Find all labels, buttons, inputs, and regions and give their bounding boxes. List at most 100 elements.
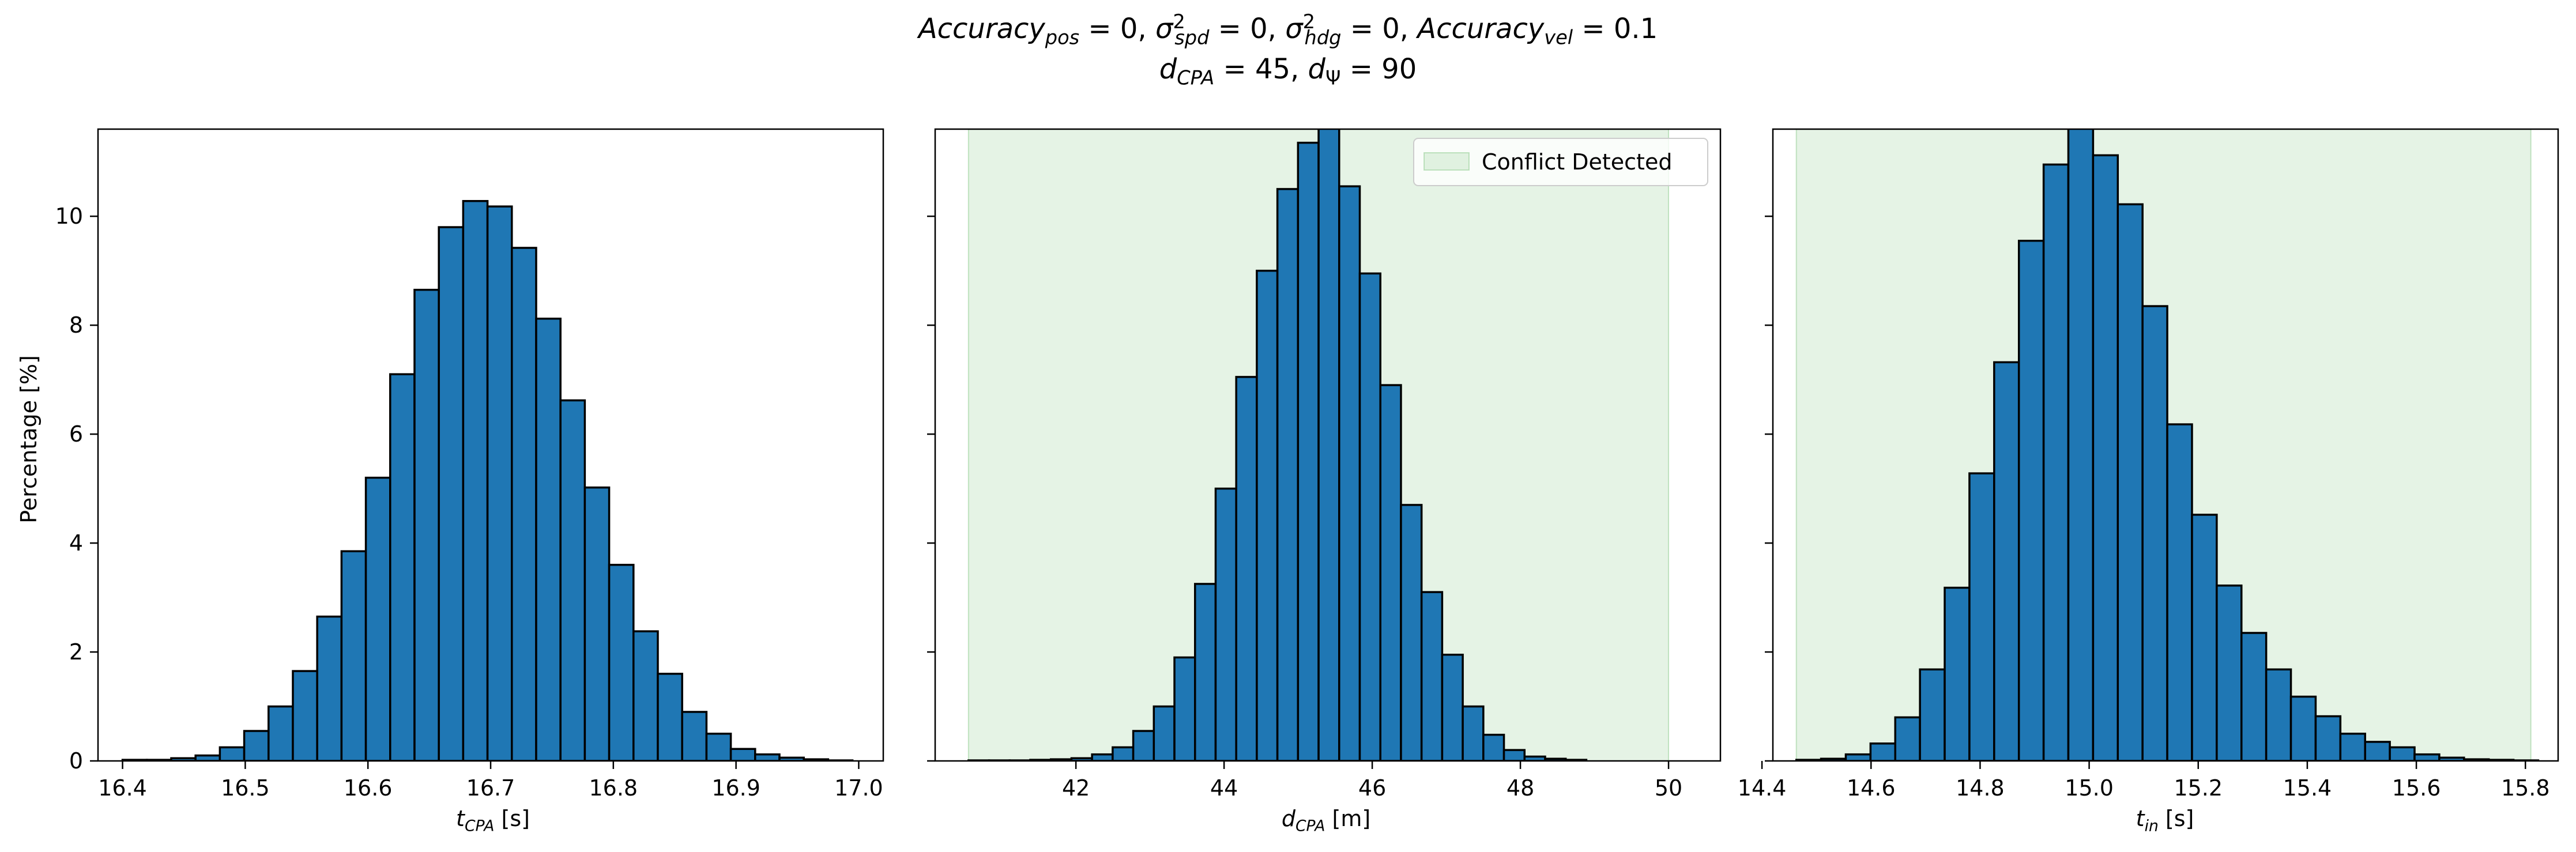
histogram-bar (2116, 203, 2144, 761)
histogram-bar (413, 288, 440, 761)
x-axis-label-1-sub: CPA (464, 817, 495, 835)
x-axis-label-1-var: t (456, 806, 465, 831)
histogram-bar (292, 670, 318, 761)
histogram-bar (2166, 423, 2193, 761)
histogram-bar (1173, 656, 1196, 761)
histogram-bar (1317, 129, 1340, 761)
legend-box (1413, 138, 1708, 186)
y-tick-label: 4 (69, 530, 83, 556)
histogram-bar (1091, 753, 1114, 761)
title-accuracy-pos-label: Accuracy (918, 13, 1045, 45)
x-tick-label: 15.2 (2174, 775, 2223, 801)
histogram-bar (364, 476, 391, 761)
histogram-bar (2191, 514, 2218, 761)
histogram-bar (1968, 472, 1995, 761)
x-axis-label-2-var: d (1281, 806, 1295, 831)
histogram-bar (2240, 632, 2268, 761)
histogram-bar (535, 318, 562, 761)
x-tick-label: 48 (1507, 775, 1534, 801)
title-accuracy-pos-value: = 0, (1079, 13, 1155, 45)
title-dpsi-sub: Ψ (1325, 66, 1341, 89)
x-tick-label: 44 (1210, 775, 1238, 801)
histogram-bar (754, 753, 781, 761)
histogram-bar (1276, 188, 1300, 761)
x-axis-label-3-sub: in (2144, 817, 2159, 835)
histogram-bar (1214, 487, 1237, 761)
x-tick-label: 15.0 (2065, 775, 2114, 801)
axes-frame-3 (1772, 128, 2559, 762)
x-tick-label: 15.8 (2501, 775, 2550, 801)
histogram-bar (1256, 269, 1279, 761)
x-tick-label: 42 (1062, 775, 1090, 801)
histogram-bar (632, 630, 659, 761)
histogram-bar (219, 746, 246, 761)
title-sigma-hdg-sub: hdg (1304, 26, 1342, 49)
histogram-bars-2 (967, 129, 1588, 761)
histogram-bar (1235, 376, 1258, 761)
histogram-bar (1400, 504, 1423, 761)
histogram-bar (1420, 591, 1444, 761)
histogram-bar (1153, 705, 1176, 761)
x-tick-label: 16.6 (344, 775, 393, 801)
title-sigma-hdg-sup: 2 (1302, 10, 1315, 33)
histogram-bar (462, 199, 489, 761)
histogram-bar (729, 748, 756, 761)
histogram-bar (486, 205, 513, 761)
axes-frame-2 (934, 128, 1722, 762)
histogram-bar (2216, 585, 2243, 761)
histogram-bar (559, 399, 586, 761)
histogram-bar (389, 373, 416, 761)
histogram-bar (1869, 742, 1896, 761)
histogram-bar (2017, 239, 2045, 761)
histogram-bar (2042, 163, 2070, 761)
legend-label: Conflict Detected (1482, 149, 1672, 175)
subplot-3: 14.4 14.6 14.8 15.0 15.2 15.4 15.6 15.8 (1738, 128, 2559, 801)
histogram-bars-3 (1795, 129, 2540, 761)
title-accuracy-vel-value: = 0.1 (1573, 13, 1658, 45)
histogram-bar (2314, 715, 2342, 761)
histogram-bars-1 (121, 199, 854, 761)
histogram-bar (340, 550, 367, 761)
histogram-bar (2413, 753, 2441, 761)
histogram-bar (438, 226, 465, 761)
histogram-bar (1919, 668, 1946, 761)
histogram-bar (1894, 716, 1921, 761)
histogram-bar (1441, 654, 1464, 761)
title-accuracy-vel-sub: vel (1544, 26, 1573, 49)
histogram-bar (1358, 272, 1381, 761)
histogram-bar (2389, 746, 2416, 761)
histogram-bar (1112, 746, 1135, 761)
y-tick-label: 2 (69, 639, 83, 665)
histogram-bar (1297, 141, 1320, 761)
x-tick-label: 14.4 (1738, 775, 1787, 801)
x-axis-label-1-unit: [s] (494, 806, 530, 831)
x-tick-label: 50 (1655, 775, 1682, 801)
y-tick-label: 10 (55, 203, 83, 229)
histogram-bar (681, 711, 708, 761)
title-sigma-hdg-value: = 0, (1341, 13, 1418, 45)
histogram-bar (705, 733, 732, 761)
x-tick-label: 46 (1358, 775, 1386, 801)
x-axis-label-2-sub: CPA (1295, 817, 1325, 835)
x-tick-label: 16.7 (466, 775, 515, 801)
histogram-bar (608, 564, 635, 761)
title-sigma-hdg-label: σ (1285, 13, 1303, 45)
histogram-bar (1502, 749, 1526, 761)
title-dcpa-label: d (1159, 53, 1177, 85)
figure-title-line-1: Accuracypos = 0, σ2spd = 0, σ2hdg = 0, A… (0, 10, 2576, 47)
title-sigma-spd-sub: spd (1174, 26, 1210, 49)
x-axis-label-3-unit: [s] (2158, 806, 2194, 831)
x-axis-label-1: tCPA [s] (406, 806, 579, 834)
y-tick-label: 8 (69, 312, 83, 338)
title-dpsi-value: = 90 (1340, 53, 1417, 85)
x-axis-label-2-unit: [m] (1325, 806, 1371, 831)
x-tick-label: 17.0 (834, 775, 883, 801)
histogram-bar (657, 673, 683, 761)
x-axis-label-3-var: t (2136, 806, 2145, 831)
x-tick-label: 16.4 (98, 775, 147, 801)
histogram-bar (243, 730, 270, 761)
y-tick-label: 0 (69, 748, 83, 774)
histogram-bar (2067, 129, 2095, 761)
subplot-2: 42 44 46 48 50 Conflict Detected (927, 128, 1722, 801)
